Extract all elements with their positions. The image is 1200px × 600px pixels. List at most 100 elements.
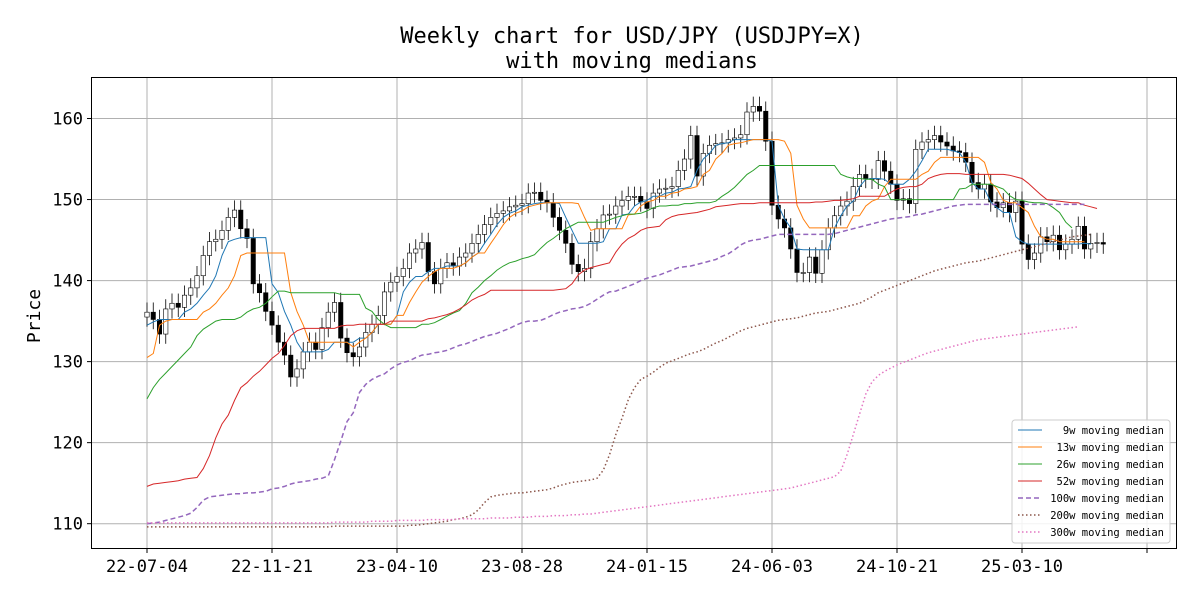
candle-body — [194, 275, 200, 289]
candle-body — [550, 202, 556, 218]
candle-body — [931, 135, 937, 140]
candle-body — [525, 192, 531, 204]
candle-body — [338, 302, 344, 339]
candle-body — [919, 141, 925, 150]
candle-body — [1075, 225, 1081, 240]
legend-entry: 26w moving median — [1057, 459, 1164, 471]
legend-box — [1011, 419, 1171, 544]
candle-body — [1057, 234, 1063, 251]
candle-body — [1088, 243, 1094, 250]
candle-body — [500, 210, 506, 214]
candle-body — [506, 206, 512, 212]
candle-body — [938, 135, 944, 143]
candle-body — [588, 241, 594, 269]
candle-body — [913, 149, 919, 204]
candle-body — [300, 351, 306, 370]
candle-body — [1000, 202, 1006, 208]
candle-body — [325, 311, 331, 328]
series-line-1 — [146, 139, 1091, 353]
candle-body — [238, 209, 244, 230]
candle-body — [244, 228, 250, 239]
candle-body — [969, 161, 975, 183]
x-tick-label: 25-03-10 — [981, 557, 1063, 577]
candle-body — [475, 234, 481, 244]
candle-body — [800, 272, 806, 274]
candle-body — [675, 170, 681, 187]
candle-body — [175, 302, 181, 308]
candle-body — [413, 248, 419, 254]
candle-body — [825, 227, 831, 251]
y-tick-label: 110 — [52, 515, 83, 535]
candle-body — [319, 327, 325, 350]
candle-body — [875, 160, 881, 180]
series-line-4 — [146, 173, 1098, 487]
candle-body — [556, 217, 562, 231]
x-tick-label: 23-08-28 — [481, 557, 563, 577]
candle-body — [400, 268, 406, 277]
candle-body — [819, 249, 825, 274]
candle-body — [756, 106, 762, 112]
candle-body — [169, 302, 175, 310]
plot-area — [144, 96, 1106, 528]
candle-body — [1100, 242, 1106, 245]
candle-body — [513, 204, 519, 208]
series-line-6 — [147, 233, 1091, 528]
candle-body — [344, 337, 350, 354]
candle-body — [219, 230, 225, 240]
y-tick-label: 130 — [52, 353, 83, 373]
x-tick-label: 23-04-10 — [356, 557, 438, 577]
candle-body — [750, 106, 756, 113]
candle-body — [594, 228, 600, 242]
candle-body — [569, 243, 575, 265]
candle-body — [744, 111, 750, 136]
candle-body — [1032, 252, 1038, 260]
candle-body — [769, 140, 775, 206]
x-tick-label: 24-10-21 — [856, 557, 938, 577]
candle-body — [906, 198, 912, 204]
series-line-7 — [147, 326, 1079, 524]
x-tick-label: 22-11-21 — [231, 557, 313, 577]
candle-body — [681, 158, 687, 171]
candle-body — [563, 230, 569, 244]
y-tick-label: 160 — [52, 110, 83, 130]
candle-body — [894, 183, 900, 201]
candle-body — [863, 174, 869, 179]
legend: 9w moving median 13w moving median 26w mov… — [1011, 419, 1171, 544]
legend-entry: 9w moving median — [1063, 425, 1164, 437]
candle-body — [1025, 243, 1031, 260]
legend-entry: 100w moving median — [1050, 493, 1164, 505]
axes: 110 120 130 140 150 160 22-07-04 22-11-21 23-04-… — [52, 110, 1148, 577]
candle-body — [350, 352, 356, 358]
candle-body — [881, 160, 887, 172]
y-axis-label: Price — [24, 289, 45, 343]
candle-body — [438, 268, 444, 285]
series-line-2 — [146, 139, 1085, 359]
candle-body — [200, 255, 206, 277]
candle-body — [625, 196, 631, 201]
candle-body — [250, 238, 256, 285]
chart-title-line2: with moving medians — [506, 49, 758, 74]
legend-entry: 300w moving median — [1050, 527, 1164, 539]
candle-body — [481, 224, 487, 235]
candle-body — [1082, 225, 1088, 250]
candle-body — [944, 141, 950, 147]
candle-body — [256, 283, 262, 294]
candle-body — [925, 139, 931, 143]
candle-body — [688, 135, 694, 160]
y-tick-label: 140 — [52, 272, 83, 292]
candle-body — [356, 346, 362, 358]
candle-body — [144, 311, 150, 318]
candle-body — [425, 242, 431, 272]
candle-body — [207, 241, 213, 256]
x-tick-label: 24-01-15 — [606, 557, 688, 577]
candle-body — [831, 215, 837, 229]
candle-body — [232, 209, 238, 218]
candle-body — [888, 170, 894, 185]
candle-body — [150, 311, 156, 320]
candle-body — [313, 341, 319, 350]
candle-body — [225, 217, 231, 231]
candle-body — [388, 281, 394, 293]
candle-body — [294, 368, 300, 378]
candle-body — [981, 183, 987, 190]
